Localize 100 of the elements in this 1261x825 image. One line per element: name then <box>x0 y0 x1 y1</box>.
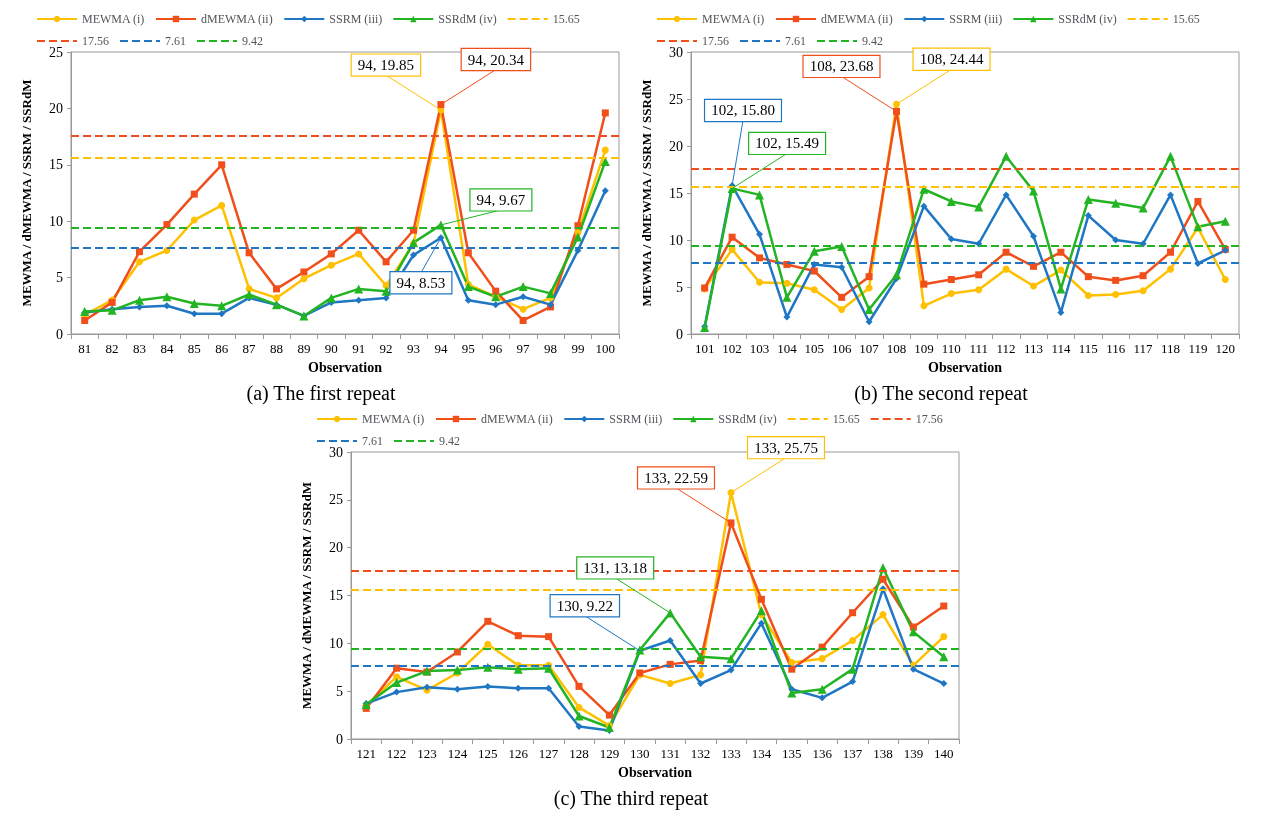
y-tick-label: 5 <box>675 279 683 295</box>
x-tick-label: 122 <box>386 746 406 761</box>
annotation: 102, 15.80 <box>710 102 775 119</box>
annotation: 94, 8.53 <box>396 274 445 291</box>
x-tick-label: 112 <box>996 341 1016 356</box>
x-tick-label: 89 <box>296 341 310 356</box>
annotation: 94, 9.67 <box>476 191 526 208</box>
x-tick-label: 81 <box>77 341 91 356</box>
x-tick-label: 87 <box>242 341 256 356</box>
x-tick-label: 130 <box>629 746 650 761</box>
x-tick-label: 126 <box>507 746 528 761</box>
annotation: 108, 24.44 <box>919 51 984 68</box>
legend-label: SSRM (iii) <box>328 12 382 26</box>
x-tick-label: 128 <box>568 746 589 761</box>
y-tick-label: 20 <box>48 100 63 116</box>
x-tick-label: 134 <box>751 746 772 761</box>
legend-label: SSRdM (iv) <box>437 12 497 26</box>
x-tick-label: 98 <box>543 341 557 356</box>
legend-label: 7.61 <box>784 34 806 48</box>
legend-label: MEWMA (i) <box>81 12 144 26</box>
y-tick-label: 25 <box>48 44 63 60</box>
legend-label: SSRdM (iv) <box>717 412 777 426</box>
x-tick-label: 104 <box>776 341 797 356</box>
x-tick-label: 85 <box>187 341 201 356</box>
x-tick-label: 100 <box>595 341 615 356</box>
x-tick-label: 115 <box>1078 341 1098 356</box>
x-tick-label: 133 <box>720 746 741 761</box>
annotation: 133, 22.59 <box>643 469 708 486</box>
legend-label: 7.61 <box>164 34 186 48</box>
legend-label: 15.65 <box>832 412 860 426</box>
x-tick-label: 106 <box>831 341 852 356</box>
x-tick-label: 114 <box>1050 341 1071 356</box>
legend-label: MEWMA (i) <box>701 12 764 26</box>
x-tick-label: 91 <box>351 341 365 356</box>
y-axis-title: MEWMA / dMEWMA / SSRM / SSRdM <box>298 482 314 709</box>
x-tick-label: 99 <box>570 341 584 356</box>
x-tick-label: 127 <box>538 746 559 761</box>
y-tick-label: 30 <box>328 444 343 460</box>
x-tick-label: 108 <box>886 341 906 356</box>
legend-label: dMEWMA (ii) <box>820 12 893 26</box>
x-tick-label: 101 <box>694 341 714 356</box>
x-tick-label: 121 <box>355 746 376 761</box>
x-tick-label: 105 <box>804 341 824 356</box>
y-tick-label: 0 <box>675 326 683 342</box>
legend-label: MEWMA (i) <box>361 412 424 426</box>
legend-label: 9.42 <box>438 434 460 448</box>
x-tick-label: 120 <box>1215 341 1235 356</box>
x-tick-label: 132 <box>690 746 710 761</box>
legend-label: SSRdM (iv) <box>1057 12 1117 26</box>
x-tick-label: 107 <box>858 341 879 356</box>
x-tick-label: 131 <box>659 746 680 761</box>
annotation: 108, 23.68 <box>809 58 873 75</box>
x-tick-label: 111 <box>968 341 988 356</box>
x-axis-title: Observation <box>617 764 692 780</box>
x-tick-label: 137 <box>842 746 863 761</box>
legend-label: dMEWMA (ii) <box>200 12 273 26</box>
y-tick-label: 10 <box>48 213 63 229</box>
x-tick-label: 92 <box>379 341 393 356</box>
y-axis-title: MEWMA / dMEWMA / SSRM / SSRdM <box>638 79 654 307</box>
y-tick-label: 20 <box>328 540 343 556</box>
y-tick-label: 20 <box>668 138 683 154</box>
annotation: 131, 13.18 <box>582 559 647 576</box>
x-tick-label: 116 <box>1105 341 1126 356</box>
x-tick-label: 118 <box>1160 341 1180 356</box>
legend-label: 17.56 <box>701 34 729 48</box>
annotation: 94, 20.34 <box>467 51 525 68</box>
legend-label: 7.61 <box>361 434 383 448</box>
legend-label: 9.42 <box>241 34 263 48</box>
x-tick-label: 110 <box>941 341 961 356</box>
x-tick-label: 139 <box>903 746 923 761</box>
y-tick-label: 15 <box>48 157 63 173</box>
legend-label: 9.42 <box>861 34 883 48</box>
legend-label: 15.65 <box>552 12 580 26</box>
x-tick-label: 136 <box>811 746 832 761</box>
legend-label: SSRM (iii) <box>948 12 1002 26</box>
x-tick-label: 124 <box>447 746 468 761</box>
x-tick-label: 123 <box>416 746 437 761</box>
x-tick-label: 119 <box>1187 341 1207 356</box>
y-tick-label: 15 <box>668 185 683 201</box>
annotation: 133, 25.75 <box>753 439 818 456</box>
x-tick-label: 97 <box>516 341 530 356</box>
x-tick-label: 140 <box>933 746 954 761</box>
annotation: 130, 9.22 <box>556 597 613 614</box>
x-tick-label: 93 <box>406 341 420 356</box>
text: (b) The second repeat <box>853 382 1028 405</box>
x-tick-label: 86 <box>214 341 229 356</box>
legend-label: 17.56 <box>915 412 943 426</box>
y-tick-label: 5 <box>335 683 343 699</box>
x-tick-label: 113 <box>1023 341 1043 356</box>
y-tick-label: 10 <box>328 635 343 651</box>
x-tick-label: 95 <box>461 341 475 356</box>
legend-label: 15.65 <box>1172 12 1200 26</box>
y-tick-label: 25 <box>668 91 683 107</box>
x-axis-title: Observation <box>307 359 382 375</box>
x-tick-label: 102 <box>721 341 742 356</box>
annotation: 94, 19.85 <box>357 57 414 74</box>
x-tick-label: 83 <box>132 341 146 356</box>
x-tick-label: 103 <box>749 341 769 356</box>
x-tick-label: 129 <box>599 746 619 761</box>
x-tick-label: 88 <box>269 341 283 356</box>
